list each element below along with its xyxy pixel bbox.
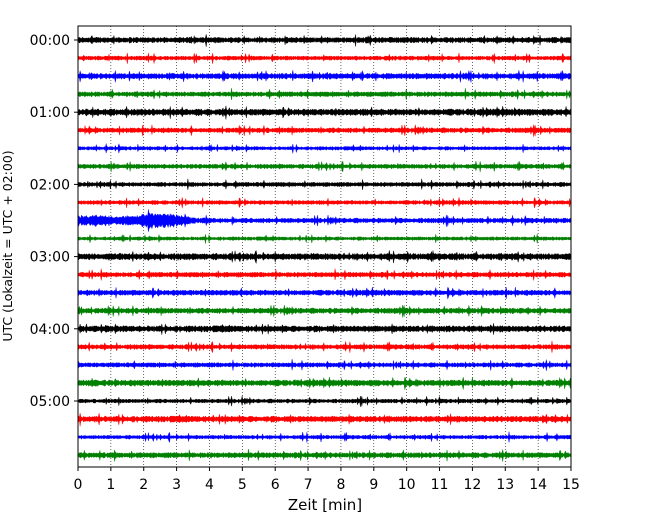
x-tick-label: 13: [496, 477, 514, 493]
plot-frame: [77, 25, 572, 468]
trace-group: [77, 34, 572, 462]
x-tick-label: 3: [172, 477, 181, 493]
x-axis: 0 1 2 3 4 5 6 7 8 9 10 11 12 13 14 15: [74, 467, 580, 493]
x-tick-label: 8: [336, 477, 345, 493]
y-tick-label: 04:00: [30, 322, 70, 338]
x-tick-label: 7: [304, 477, 313, 493]
x-tick-label: 15: [562, 477, 580, 493]
x-tick-label: 0: [74, 477, 83, 493]
x-tick-label: 4: [205, 477, 214, 493]
y-axis: 00:00 01:00 02:00 03:00 04:00 05:00: [30, 33, 78, 410]
y-tick-label: 02:00: [30, 177, 70, 193]
x-tick-label: 2: [139, 477, 148, 493]
x-tick-label: 5: [238, 477, 247, 493]
y-axis-label: UTC (Lokalzeit = UTC + 02:00): [0, 150, 15, 341]
x-tick-label: 12: [463, 477, 481, 493]
x-tick-label: 9: [369, 477, 378, 493]
x-tick-label: 1: [106, 477, 115, 493]
y-tick-label: 00:00: [30, 33, 70, 49]
x-tick-label: 10: [398, 477, 416, 493]
x-tick-label: 14: [529, 477, 547, 493]
x-tick-label: 6: [271, 477, 280, 493]
x-tick-label: 11: [431, 477, 449, 493]
y-tick-label: 05:00: [30, 394, 70, 410]
x-axis-label: Zeit [min]: [288, 496, 362, 514]
y-tick-label: 01:00: [30, 105, 70, 121]
y-tick-label: 03:00: [30, 250, 70, 266]
